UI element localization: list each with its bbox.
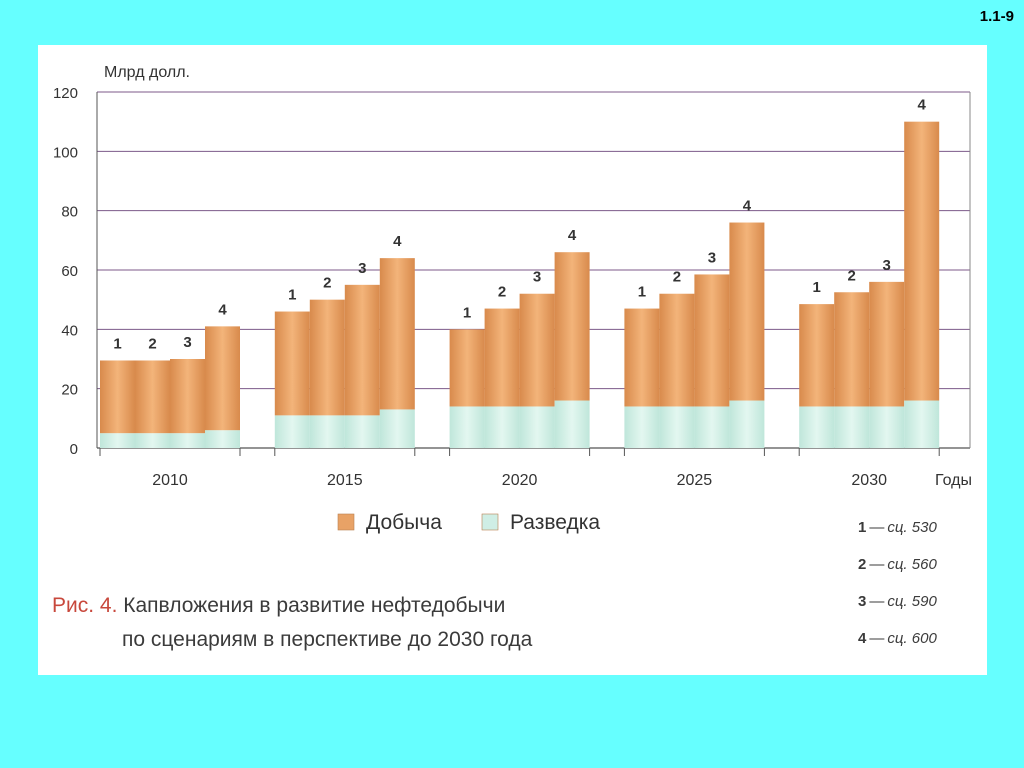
bar-exploration — [344, 415, 380, 448]
scenario-label: 3 — [533, 269, 541, 286]
scenario-legend-item: 1— сц. 530 — [858, 519, 937, 536]
bar-exploration — [379, 409, 415, 448]
bar-exploration — [659, 406, 695, 448]
bar-production — [274, 311, 310, 416]
bar-exploration — [309, 415, 345, 448]
y-tick-label: 0 — [70, 441, 78, 458]
y-axis-label: Млрд долл. — [104, 64, 190, 81]
bar-exploration — [834, 406, 870, 448]
bar-exploration — [554, 400, 590, 448]
scenario-label: 4 — [743, 198, 752, 215]
legend-swatch — [481, 513, 499, 531]
scenario-legend-item: 4— сц. 600 — [858, 630, 937, 647]
bar-production — [834, 292, 870, 407]
scenario-label: 4 — [393, 233, 402, 250]
x-tick-label: 2010 — [152, 472, 188, 489]
bar-production — [869, 281, 905, 407]
bar-production — [659, 293, 695, 407]
y-tick-label: 100 — [53, 144, 78, 161]
y-tick-label: 60 — [61, 263, 78, 280]
scenario-label: 2 — [673, 269, 681, 286]
slide-number: 1.1-9 — [979, 8, 1014, 25]
scenario-label: 1 — [113, 335, 121, 352]
y-tick-label: 120 — [53, 85, 78, 102]
figure-label: Рис. 4. — [52, 594, 118, 617]
bar-production — [484, 308, 520, 407]
bar-production — [519, 293, 555, 407]
scenario-label: 3 — [883, 257, 891, 274]
y-tick-label: 20 — [61, 382, 78, 399]
bar-exploration — [135, 433, 170, 448]
caption-line-2: по сценариям в перспективе до 2030 года — [122, 628, 533, 651]
bar-production — [624, 308, 660, 407]
figure-caption: Рис. 4. Капвложения в развитие нефтедобы… — [52, 589, 532, 657]
bar-exploration — [869, 406, 905, 448]
scenario-label: 4 — [218, 301, 227, 318]
bar-production — [379, 258, 415, 410]
x-tick-label: 2020 — [502, 472, 538, 489]
scenario-legend-item: 3— сц. 590 — [858, 593, 937, 610]
bar-production — [904, 121, 940, 401]
scenario-label: 2 — [148, 335, 156, 352]
bar-exploration — [904, 400, 940, 448]
bar-production — [554, 252, 590, 401]
bar-production — [799, 304, 835, 407]
bar-production — [170, 359, 205, 434]
scenario-label: 1 — [813, 279, 821, 296]
scenario-legend-item: 2— сц. 560 — [858, 556, 937, 573]
scenario-label: 2 — [323, 275, 331, 292]
bar-production — [135, 360, 170, 434]
legend-label: Добыча — [366, 511, 442, 534]
bar-production — [449, 329, 485, 407]
scenario-legend: 1— сц. 530 2— сц. 560 3— сц. 590 4— сц. 600 — [858, 519, 937, 667]
legend-swatch — [337, 513, 355, 531]
bar-exploration — [729, 400, 765, 448]
bar-production — [694, 274, 730, 407]
x-axis-label: Годы — [935, 472, 972, 489]
x-tick-label: 2025 — [677, 472, 713, 489]
capex-chart: 0 20 40 60 80 100 120 Млрд долл. Годы 1 2 3 4 2010 1 2 3… — [53, 64, 972, 534]
bar-production — [205, 326, 240, 431]
y-tick-label: 40 — [61, 322, 78, 339]
bar-exploration — [799, 406, 835, 448]
scenario-label: 3 — [183, 334, 191, 351]
scenario-label: 1 — [638, 284, 646, 301]
bar-exploration — [170, 433, 205, 448]
caption-line-1: Капвложения в развитие нефтедобычи — [123, 594, 506, 617]
x-tick-label: 2015 — [327, 472, 363, 489]
bar-exploration — [624, 406, 660, 448]
scenario-label: 2 — [498, 284, 506, 301]
bar-exploration — [100, 433, 135, 448]
bar-production — [344, 284, 380, 416]
bar-production — [729, 222, 765, 401]
scenario-label: 1 — [463, 304, 471, 321]
x-tick-label: 2030 — [851, 472, 887, 489]
scenario-label: 2 — [848, 267, 856, 284]
bar-production — [309, 299, 345, 416]
bar-exploration — [449, 406, 485, 448]
bar-exploration — [519, 406, 555, 448]
bar-exploration — [205, 430, 240, 448]
scenario-label: 3 — [708, 249, 716, 266]
scenario-label: 4 — [568, 227, 577, 244]
bar-exploration — [484, 406, 520, 448]
scenario-label: 1 — [288, 287, 296, 304]
scenario-label: 4 — [918, 97, 927, 114]
bar-exploration — [694, 406, 730, 448]
legend-label: Разведка — [510, 511, 600, 534]
scenario-label: 3 — [358, 260, 366, 277]
chart-panel: 0 20 40 60 80 100 120 Млрд долл. Годы 1 2 3 4 2010 1 2 3… — [38, 45, 987, 675]
bar-exploration — [274, 415, 310, 448]
y-tick-label: 80 — [61, 204, 78, 221]
bar-production — [100, 360, 135, 434]
